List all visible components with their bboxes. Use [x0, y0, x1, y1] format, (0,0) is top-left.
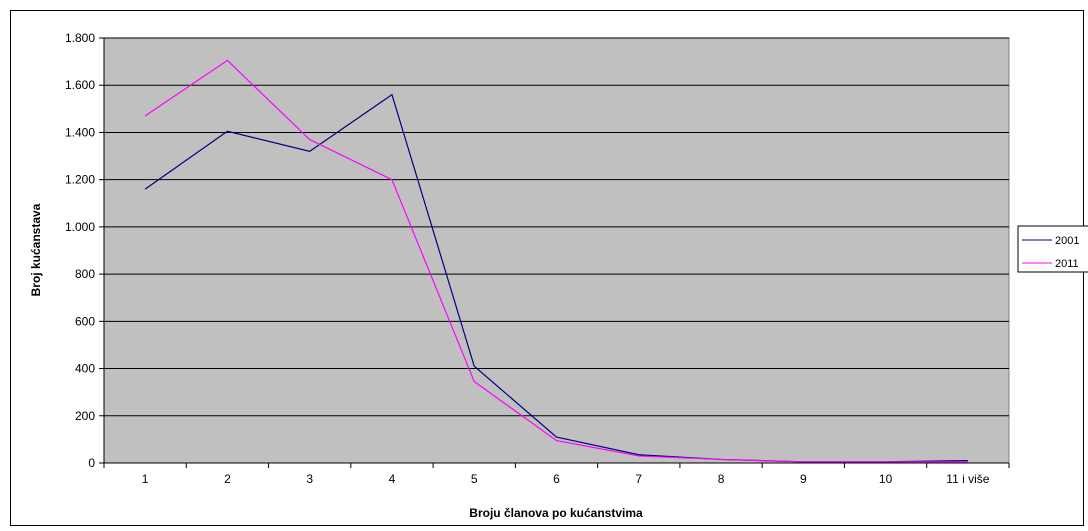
y-tick-labels: 0 200 400 600 800 1.000 1.200 1.400 1.600 1.800: [65, 31, 95, 470]
x-tick-label: 6: [553, 472, 560, 486]
x-tick-label: 4: [389, 472, 396, 486]
axes: [99, 37, 1010, 468]
x-tick-labels: 1 2 3 4 5 6 7 8 9 10 11 i više: [142, 472, 990, 486]
legend-label-2001: 2001: [1055, 235, 1079, 247]
x-tick-label: 9: [800, 472, 807, 486]
legend: 2001 2011: [1017, 225, 1088, 273]
y-tick-label: 1.000: [65, 220, 95, 234]
y-tick-label: 600: [75, 314, 95, 328]
y-tick-label: 800: [75, 267, 95, 281]
legend-label-2011: 2011: [1055, 258, 1079, 270]
y-tick-label: 200: [75, 409, 95, 423]
y-tick-label: 0: [88, 456, 95, 470]
x-tick-label: 10: [879, 472, 893, 486]
x-tick-label: 1: [142, 472, 149, 486]
x-tick-label: 8: [718, 472, 725, 486]
x-axis-title: Broju članova po kućanstvima: [469, 506, 643, 520]
x-tick-label: 7: [635, 472, 642, 486]
series-line-2011: [144, 59, 968, 463]
y-tick-label: 1.400: [65, 125, 95, 139]
x-tick-label: 2: [224, 472, 231, 486]
x-tick-label: 5: [471, 472, 478, 486]
y-axis-title: Broj kućanstava: [29, 203, 43, 296]
gridlines: [104, 37, 1009, 417]
series-lines: [144, 59, 968, 463]
legend-box: [1017, 225, 1088, 273]
y-tick-label: 1.800: [65, 31, 95, 45]
plot-area: [103, 37, 1010, 464]
y-tick-label: 1.200: [65, 173, 95, 187]
x-tick-label: 11 i više: [946, 472, 989, 486]
x-tick-label: 3: [306, 472, 313, 486]
y-tick-label: 1.600: [65, 78, 95, 92]
y-tick-label: 400: [75, 362, 95, 376]
